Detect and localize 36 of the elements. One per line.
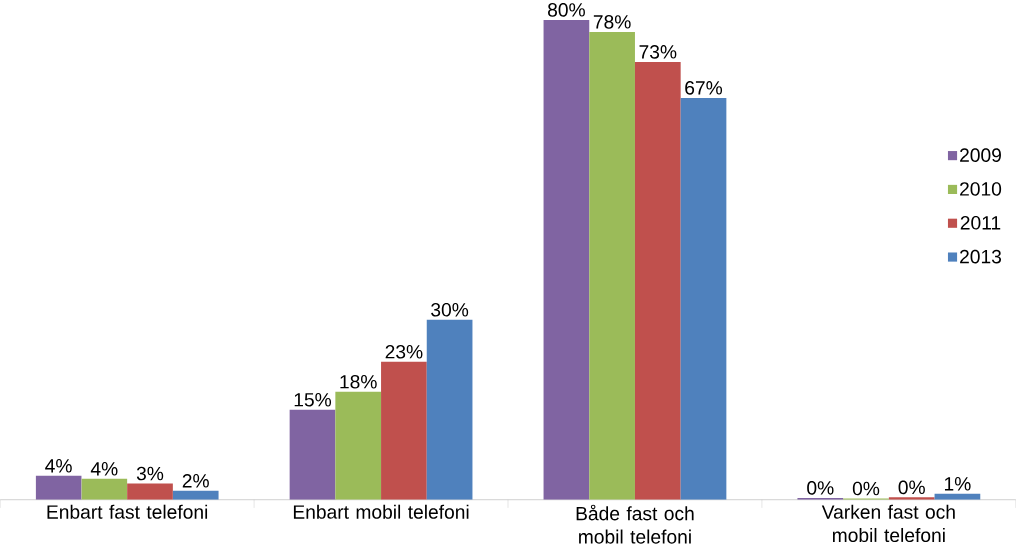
bar [172, 490, 219, 500]
bar [589, 31, 635, 500]
bar [289, 409, 336, 500]
x-tick-label: Enbart mobil telefoni [293, 504, 469, 519]
data-label: 15% [294, 392, 332, 407]
bar [426, 319, 473, 500]
data-label: 4% [45, 458, 72, 473]
data-label: 1% [944, 476, 971, 491]
data-label: 67% [685, 80, 723, 95]
data-label: 18% [340, 374, 377, 389]
legend-label: 2013 [960, 249, 1002, 264]
data-label: 30% [431, 302, 469, 317]
data-label: 23% [385, 344, 423, 359]
bar [127, 483, 173, 500]
bar [35, 475, 82, 500]
bar [335, 391, 382, 500]
data-label: 4% [90, 461, 118, 476]
legend-label: 2010 [960, 181, 1002, 196]
bar [634, 61, 681, 500]
bar [680, 97, 727, 500]
data-label: 2% [182, 473, 209, 488]
data-label: 80% [548, 2, 585, 17]
legend-label: 2011 [960, 215, 1001, 230]
x-tick-label: Varken fast och mobil telefoni [821, 504, 955, 542]
bar [543, 19, 590, 500]
x-tick-label: Enbart fast telefoni [47, 504, 208, 519]
data-label: 3% [136, 466, 164, 481]
bar [381, 361, 427, 500]
data-label: 0% [807, 480, 834, 495]
legend-label: 2009 [960, 148, 1001, 162]
x-tick-label: Både fast och mobil telefoni [576, 504, 694, 544]
bar [81, 478, 128, 500]
data-label: 78% [593, 14, 631, 29]
data-label: 73% [639, 44, 677, 59]
data-label: 0% [852, 481, 880, 496]
data-label: 0% [898, 480, 925, 494]
